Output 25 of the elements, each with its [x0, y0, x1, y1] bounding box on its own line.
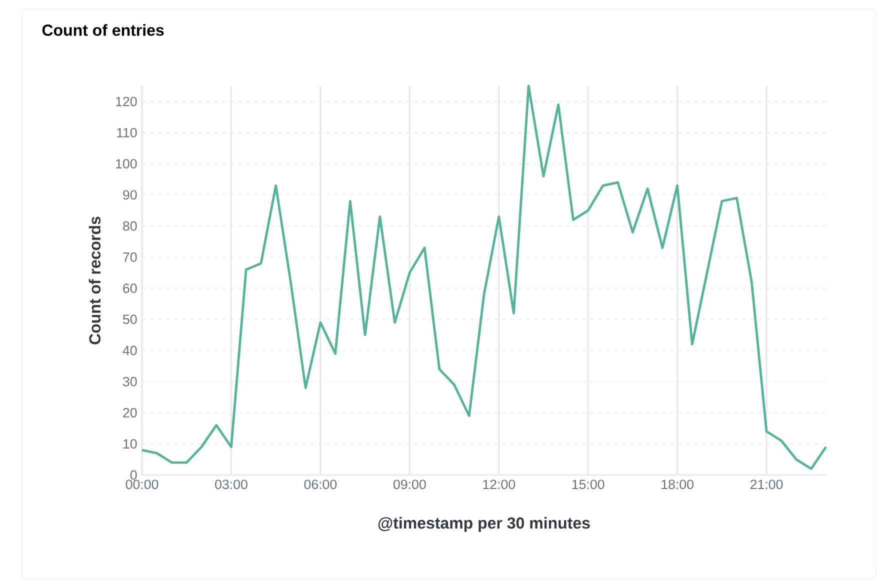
y-tick-label: 60	[123, 284, 137, 293]
y-axis-title: Count of records	[88, 216, 101, 344]
y-tick-label: 110	[117, 128, 137, 138]
y-tick-label: 20	[123, 408, 137, 418]
y-tick-label: 50	[123, 314, 137, 324]
y-tick-label: 100	[116, 159, 137, 169]
y-tick-label: 30	[122, 376, 137, 386]
x-tick-label: 15:00	[572, 480, 604, 490]
x-tick-label: 18:00	[662, 480, 694, 490]
x-axis-title: @timestamp per 30 minutes	[378, 516, 590, 532]
y-tick-label: 80	[123, 221, 137, 231]
y-tick-label: 70	[123, 252, 137, 262]
y-tick-label: 0	[130, 470, 137, 480]
x-tick-label: 21:00	[750, 480, 783, 490]
y-tick-label: 120	[116, 96, 137, 106]
x-tick-label: 09:00	[393, 480, 426, 490]
y-tick-label: 90	[123, 190, 137, 200]
x-tick-label: 00:00	[126, 480, 158, 490]
x-tick-label: 06:00	[304, 480, 337, 490]
x-tick-label: 03:00	[215, 480, 248, 490]
y-tick-label: 10	[123, 439, 137, 449]
x-tick-label: 12:00	[483, 480, 516, 490]
line-series	[140, 84, 828, 470]
chart-title: Count of entries	[42, 24, 164, 36]
y-tick-label: 40	[122, 346, 137, 356]
